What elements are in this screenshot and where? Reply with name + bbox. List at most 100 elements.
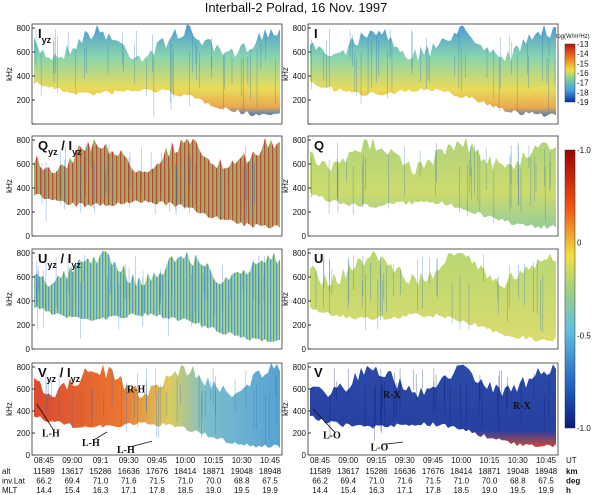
x-tick-label: 08:45 (34, 456, 55, 465)
ephemeris-value: 70.0 (482, 477, 498, 486)
annotation-arrow (93, 431, 108, 441)
ephemeris-value: 68.8 (510, 477, 526, 486)
colorbar-tick-label: -14 (577, 50, 589, 59)
ephemeris-value: 70.0 (206, 477, 222, 486)
ephemeris-unit: h (566, 486, 571, 495)
annotation-arrow (382, 441, 404, 445)
ephemeris-value: 71.5 (149, 477, 165, 486)
ephemeris-value: 19048 (231, 467, 254, 476)
ephemeris-value: 15286 (365, 467, 388, 476)
ephemeris-value: 16636 (394, 467, 417, 476)
annotation-arrow (128, 440, 153, 448)
ephemeris-value: 16636 (118, 467, 141, 476)
ephemeris-value: 17.1 (397, 486, 413, 495)
spectrogram (310, 137, 556, 229)
ephemeris-value: 18.5 (453, 486, 469, 495)
ephemeris-value: 16.3 (93, 486, 109, 495)
ephemeris-value: 67.5 (538, 477, 554, 486)
y-tick-label: 800 (17, 249, 31, 258)
ephemeris-value: 17.8 (425, 486, 441, 495)
annotation-arrow (312, 408, 336, 433)
panel-label-part: / I (56, 365, 70, 380)
ephemeris-value: 13617 (337, 467, 360, 476)
y-tick-label: 200 (293, 429, 307, 438)
ephemeris-value: 71.0 (177, 477, 193, 486)
y-tick-label: 600 (293, 385, 307, 394)
ephemeris-value: 19.9 (538, 486, 554, 495)
ephemeris-value: 18948 (259, 467, 282, 476)
panel-label: Qyz / Iyz (38, 138, 82, 157)
colorbar-tick-label: -19 (577, 98, 589, 107)
colorbar (564, 149, 576, 429)
y-axis-label: kHz (5, 402, 14, 416)
x-tick-label: 09:00 (338, 456, 359, 465)
panel-label-part: yz (47, 374, 57, 384)
y-axis-label: kHz (5, 179, 14, 193)
y-tick-label: 0 (302, 232, 307, 241)
x-tick-label: 08:45 (310, 456, 331, 465)
annotation: R-H (127, 384, 146, 395)
y-tick-label: 600 (17, 160, 31, 169)
colorbar-tick-label: -13 (577, 40, 589, 49)
panel-label-part: I (38, 26, 42, 41)
colorbar-tick-label: -1.0 (577, 146, 591, 155)
spectrogram (310, 250, 556, 342)
y-tick-label: 0 (26, 232, 31, 241)
y-tick-label: 0 (302, 451, 307, 460)
colorbar-tick-label: -18 (577, 88, 589, 97)
panel-label: Iyz (38, 26, 52, 45)
annotation: L-H (82, 438, 100, 449)
ephemeris-value: 69.4 (340, 477, 356, 486)
panel-label-part: U (38, 251, 47, 266)
x-tick-label: 10:15 (479, 456, 500, 465)
ephemeris-value: 69.4 (64, 477, 80, 486)
ephemeris-value: 19.9 (262, 486, 278, 495)
ephemeris-value: 18414 (450, 467, 473, 476)
y-axis-label: kHz (281, 179, 290, 193)
x-tick-label: 09:45 (423, 456, 444, 465)
ephemeris-value: 71.0 (453, 477, 469, 486)
y-tick-label: 600 (17, 48, 31, 57)
y-tick-label: 400 (17, 297, 31, 306)
spectrogram (34, 363, 280, 449)
y-axis-label: kHz (5, 292, 14, 306)
x-tick-label: 10:15 (203, 456, 224, 465)
y-tick-label: 0 (26, 345, 31, 354)
y-axis-label: kHz (5, 67, 14, 81)
panel-label: Q (314, 138, 324, 153)
ephemeris-value: 68.8 (234, 477, 250, 486)
panel-label: U (314, 251, 323, 266)
panel-label-part: / I (57, 251, 71, 266)
ephemeris-value: 19.0 (482, 486, 498, 495)
y-tick-label: 400 (293, 72, 307, 81)
ephemeris-value: 19.0 (206, 486, 222, 495)
colorbar-tick-label: -1.0 (577, 424, 591, 433)
y-tick-label: 600 (17, 273, 31, 282)
y-tick-label: 400 (17, 407, 31, 416)
ephemeris-value: 13617 (61, 467, 84, 476)
panel-label-part: yz (72, 147, 82, 157)
y-tick-label: 800 (293, 24, 307, 33)
panel-label-part: yz (71, 260, 81, 270)
annotation: L-O (371, 442, 389, 453)
ephemeris-value: 14.4 (312, 486, 328, 495)
annotation-arrow (36, 404, 55, 431)
ephemeris-name: alt (2, 467, 11, 476)
ephemeris-value: 17676 (422, 467, 445, 476)
colorbar-unit: log(W/m²Hz) (556, 34, 590, 40)
x-tick-label: 09:00 (62, 456, 83, 465)
x-tick-label: 10:30 (508, 456, 529, 465)
panel-label-part: U (314, 251, 323, 266)
ephemeris-name: MLT (2, 486, 18, 495)
ephemeris-value: 71.0 (369, 477, 385, 486)
panel-label-part: yz (71, 374, 81, 384)
y-tick-label: 600 (293, 273, 307, 282)
ephemeris-value: 18871 (202, 467, 225, 476)
y-axis-label: kHz (281, 402, 290, 416)
x-tick-label: 09:45 (147, 456, 168, 465)
ephemeris-value: 19048 (507, 467, 530, 476)
y-tick-label: 200 (293, 321, 307, 330)
annotation: L-H (117, 445, 135, 456)
y-tick-label: 0 (302, 345, 307, 354)
